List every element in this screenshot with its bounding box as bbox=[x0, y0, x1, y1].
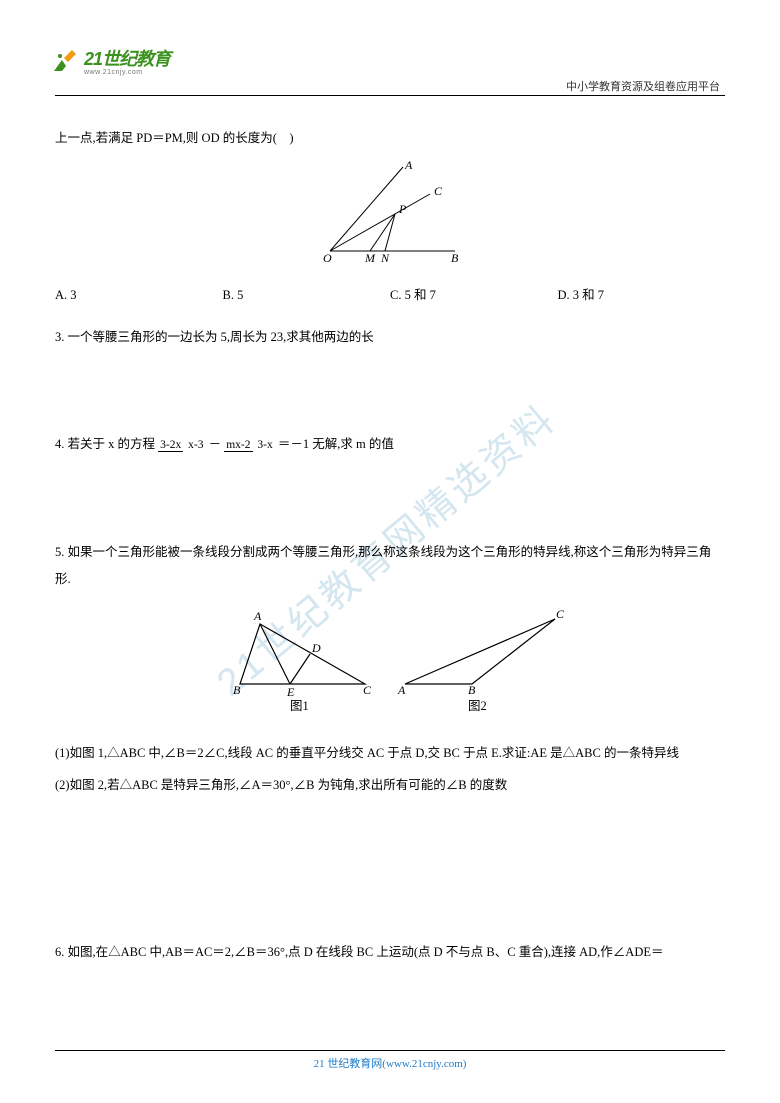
figure-1: A C B O M N P bbox=[55, 159, 725, 275]
q4-frac2-den: 3-x bbox=[255, 439, 274, 451]
svg-text:C: C bbox=[434, 184, 443, 198]
q2-options: A. 3 B. 5 C. 5 和 7 D. 3 和 7 bbox=[55, 282, 725, 310]
svg-text:C: C bbox=[363, 683, 372, 697]
footer-divider bbox=[55, 1050, 725, 1051]
q4-frac1-num: 3-2x bbox=[158, 439, 183, 452]
svg-text:P: P bbox=[398, 202, 407, 216]
logo-main-text: 21世纪教育 bbox=[84, 49, 170, 69]
svg-text:B: B bbox=[468, 683, 476, 697]
logo-icon bbox=[50, 46, 80, 76]
q4-text: 4. 若关于 x 的方程 3-2x x-3 － mx-2 3-x ＝－1 无解,… bbox=[55, 431, 725, 459]
q4-post: ＝－1 无解,求 m 的值 bbox=[278, 437, 394, 451]
footer-text: 21 世纪教育网(www.21cnjy.com) bbox=[0, 1055, 780, 1071]
svg-text:图1: 图1 bbox=[290, 699, 309, 713]
logo: 21世纪教育 www.21cnjy.com bbox=[50, 45, 170, 76]
svg-text:图2: 图2 bbox=[468, 699, 487, 713]
q6-text: 6. 如图,在△ABC 中,AB＝AC＝2,∠B＝36°,点 D 在线段 BC … bbox=[55, 939, 725, 967]
svg-text:A: A bbox=[253, 609, 262, 623]
q4-frac2: mx-2 3-x bbox=[224, 439, 275, 452]
svg-text:C: C bbox=[556, 607, 565, 621]
q3-text: 3. 一个等腰三角形的一边长为 5,周长为 23,求其他两边的长 bbox=[55, 324, 725, 352]
spacer-2 bbox=[55, 459, 725, 539]
content-area: 上一点,若满足 PD＝PM,则 OD 的长度为( ) A C B O M N P bbox=[55, 125, 725, 967]
q2-continuation: 上一点,若满足 PD＝PM,则 OD 的长度为( ) bbox=[55, 125, 725, 153]
option-d: D. 3 和 7 bbox=[558, 282, 726, 310]
option-c: C. 5 和 7 bbox=[390, 282, 558, 310]
q4-pre: 4. 若关于 x 的方程 bbox=[55, 437, 155, 451]
spacer-1 bbox=[55, 351, 725, 431]
header-divider bbox=[55, 95, 725, 96]
q4-frac1-den: x-3 bbox=[186, 439, 205, 451]
svg-text:A: A bbox=[404, 159, 413, 172]
spacer-3 bbox=[55, 799, 725, 939]
logo-text: 21世纪教育 www.21cnjy.com bbox=[84, 45, 170, 76]
page: 21世纪教育网精选资料 21世纪教育 www.21cnjy.com 中小学教育资… bbox=[0, 0, 780, 1103]
q4-mid: － bbox=[209, 437, 222, 451]
option-a: A. 3 bbox=[55, 282, 223, 310]
svg-text:M: M bbox=[364, 251, 376, 264]
q5-part1: (1)如图 1,△ABC 中,∠B＝2∠C,线段 AC 的垂直平分线交 AC 于… bbox=[55, 740, 725, 768]
option-b: B. 5 bbox=[223, 282, 391, 310]
svg-text:B: B bbox=[451, 251, 459, 264]
header-right-text: 中小学教育资源及组卷应用平台 bbox=[566, 78, 720, 94]
svg-text:D: D bbox=[311, 641, 321, 655]
svg-text:E: E bbox=[286, 685, 295, 699]
q5-part2: (2)如图 2,若△ABC 是特异三角形,∠A＝30°,∠B 为钝角,求出所有可… bbox=[55, 772, 725, 800]
figure-2-pair: A B C D E 图1 A B C 图2 bbox=[55, 604, 725, 725]
q4-frac2-num: mx-2 bbox=[224, 439, 252, 452]
svg-text:O: O bbox=[323, 251, 332, 264]
q5-intro: 5. 如果一个三角形能被一条线段分割成两个等腰三角形,那么称这条线段为这个三角形… bbox=[55, 539, 725, 594]
svg-text:B: B bbox=[233, 683, 241, 697]
svg-text:A: A bbox=[397, 683, 406, 697]
logo-sub-text: www.21cnjy.com bbox=[84, 69, 170, 76]
svg-text:N: N bbox=[380, 251, 390, 264]
q4-frac1: 3-2x x-3 bbox=[158, 439, 205, 452]
